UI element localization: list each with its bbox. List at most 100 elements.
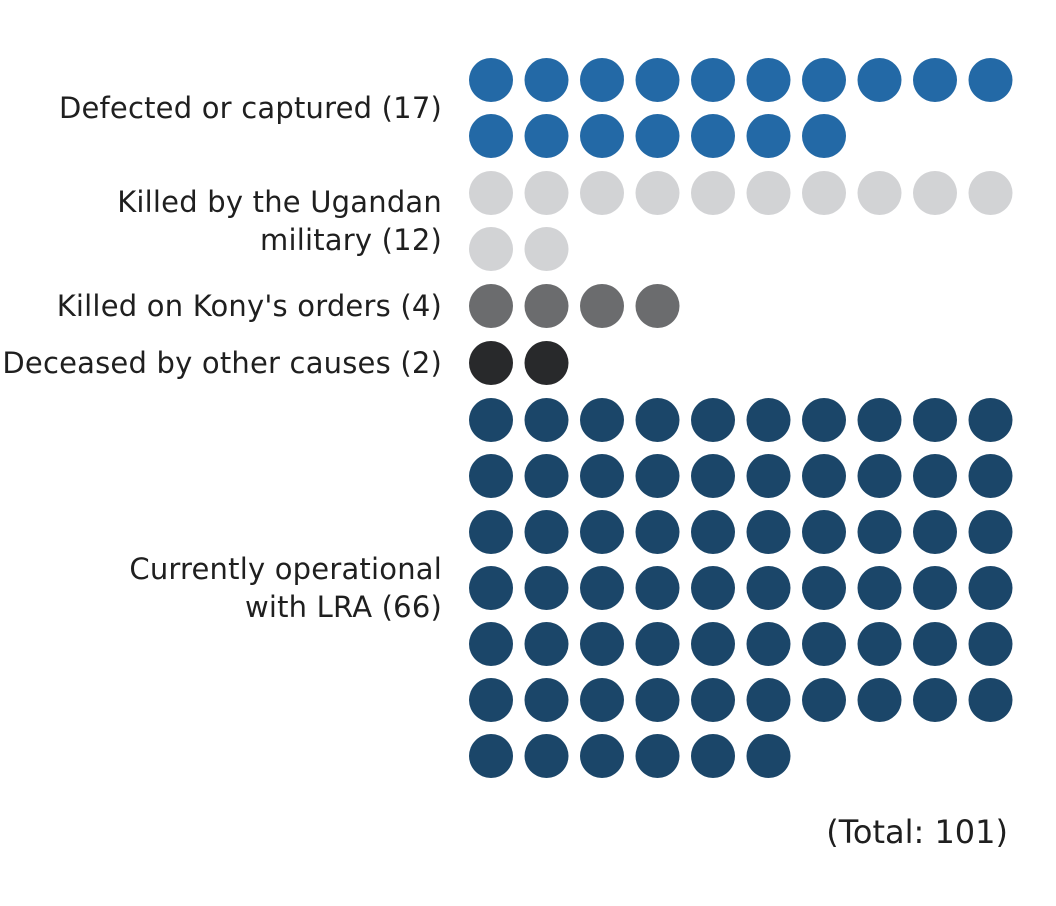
waffle-dot (857, 566, 902, 610)
group-label-line: Killed by the Ugandan (117, 185, 442, 219)
waffle-dot (469, 734, 513, 778)
waffle-dot (635, 284, 680, 328)
waffle-dot (524, 510, 569, 554)
waffle-dot (469, 622, 513, 666)
total-label: (Total: 101) (826, 813, 1008, 851)
waffle-dot (746, 678, 791, 722)
waffle-dot (469, 284, 513, 328)
waffle-dot (469, 510, 513, 554)
waffle-dot (968, 678, 1013, 722)
waffle-dot (857, 171, 902, 215)
waffle-dot (635, 566, 680, 610)
waffle-dot (968, 454, 1013, 498)
waffle-dot (913, 171, 957, 215)
waffle-dot (580, 114, 624, 158)
group-label-operational: Currently operational with LRA (66) (129, 550, 442, 626)
waffle-dot (524, 114, 569, 158)
waffle-dot (580, 622, 624, 666)
waffle-dot (802, 114, 846, 158)
waffle-dot (580, 171, 624, 215)
waffle-dot (746, 510, 791, 554)
waffle-dot (691, 171, 735, 215)
waffle-dot (635, 678, 680, 722)
waffle-dot (857, 454, 902, 498)
waffle-dot (857, 510, 902, 554)
group-label-killed-military: Killed by the Ugandan military (12) (117, 183, 442, 259)
waffle-dot (469, 171, 513, 215)
waffle-dot (635, 171, 680, 215)
waffle-dot (968, 566, 1013, 610)
waffle-dot (691, 398, 735, 442)
group-label-line: military (12) (260, 223, 442, 257)
group-label-line: Defected or captured (17) (58, 91, 442, 125)
waffle-dot (802, 678, 846, 722)
group-label-defected: Defected or captured (17) (59, 89, 442, 127)
waffle-dot (746, 398, 791, 442)
group-label-line: Killed on Kony's orders (4) (56, 289, 442, 323)
waffle-dot (691, 58, 735, 102)
waffle-dot (746, 114, 791, 158)
waffle-dot (469, 398, 513, 442)
waffle-dot (968, 622, 1013, 666)
waffle-dot (746, 566, 791, 610)
waffle-dot (746, 734, 791, 778)
waffle-dot (469, 227, 513, 271)
waffle-dot (635, 114, 680, 158)
waffle-dot (691, 566, 735, 610)
waffle-dot (635, 510, 680, 554)
waffle-dot (524, 678, 569, 722)
waffle-dot (913, 510, 957, 554)
waffle-dot (524, 284, 569, 328)
waffle-dot (802, 566, 846, 610)
waffle-dot (635, 734, 680, 778)
group-label-deceased-other: Deceased by other causes (2) (2, 344, 442, 382)
waffle-dot (580, 734, 624, 778)
waffle-dot (469, 566, 513, 610)
waffle-dot (635, 454, 680, 498)
waffle-dot (524, 171, 569, 215)
waffle-dot (469, 58, 513, 102)
waffle-dot (968, 398, 1013, 442)
group-label-line: with LRA (66) (244, 590, 442, 624)
waffle-dot (580, 58, 624, 102)
waffle-dot (469, 341, 513, 385)
waffle-dot (913, 566, 957, 610)
waffle-dot (802, 454, 846, 498)
waffle-dot (968, 58, 1013, 102)
waffle-dot (857, 58, 902, 102)
waffle-dot (580, 454, 624, 498)
waffle-dot (524, 622, 569, 666)
waffle-dot (746, 171, 791, 215)
waffle-dot (580, 398, 624, 442)
waffle-dot (802, 171, 846, 215)
waffle-dot (691, 622, 735, 666)
waffle-dot (968, 171, 1013, 215)
waffle-dot (746, 454, 791, 498)
waffle-dot (469, 114, 513, 158)
waffle-dot (746, 58, 791, 102)
waffle-dot (524, 566, 569, 610)
waffle-dot (524, 58, 569, 102)
waffle-dot (802, 398, 846, 442)
waffle-dot (635, 398, 680, 442)
waffle-dot (913, 454, 957, 498)
waffle-dot (469, 678, 513, 722)
waffle-dot (580, 510, 624, 554)
waffle-dot (691, 114, 735, 158)
waffle-dot (691, 510, 735, 554)
waffle-dot (802, 510, 846, 554)
waffle-dot (968, 510, 1013, 554)
waffle-dot (857, 678, 902, 722)
waffle-dot (802, 622, 846, 666)
waffle-dot (580, 678, 624, 722)
waffle-dot (524, 454, 569, 498)
waffle-dot (691, 454, 735, 498)
waffle-dot (746, 622, 791, 666)
waffle-dot (580, 284, 624, 328)
waffle-dot (524, 341, 569, 385)
waffle-dot (802, 58, 846, 102)
waffle-dot (635, 622, 680, 666)
waffle-dot (913, 622, 957, 666)
